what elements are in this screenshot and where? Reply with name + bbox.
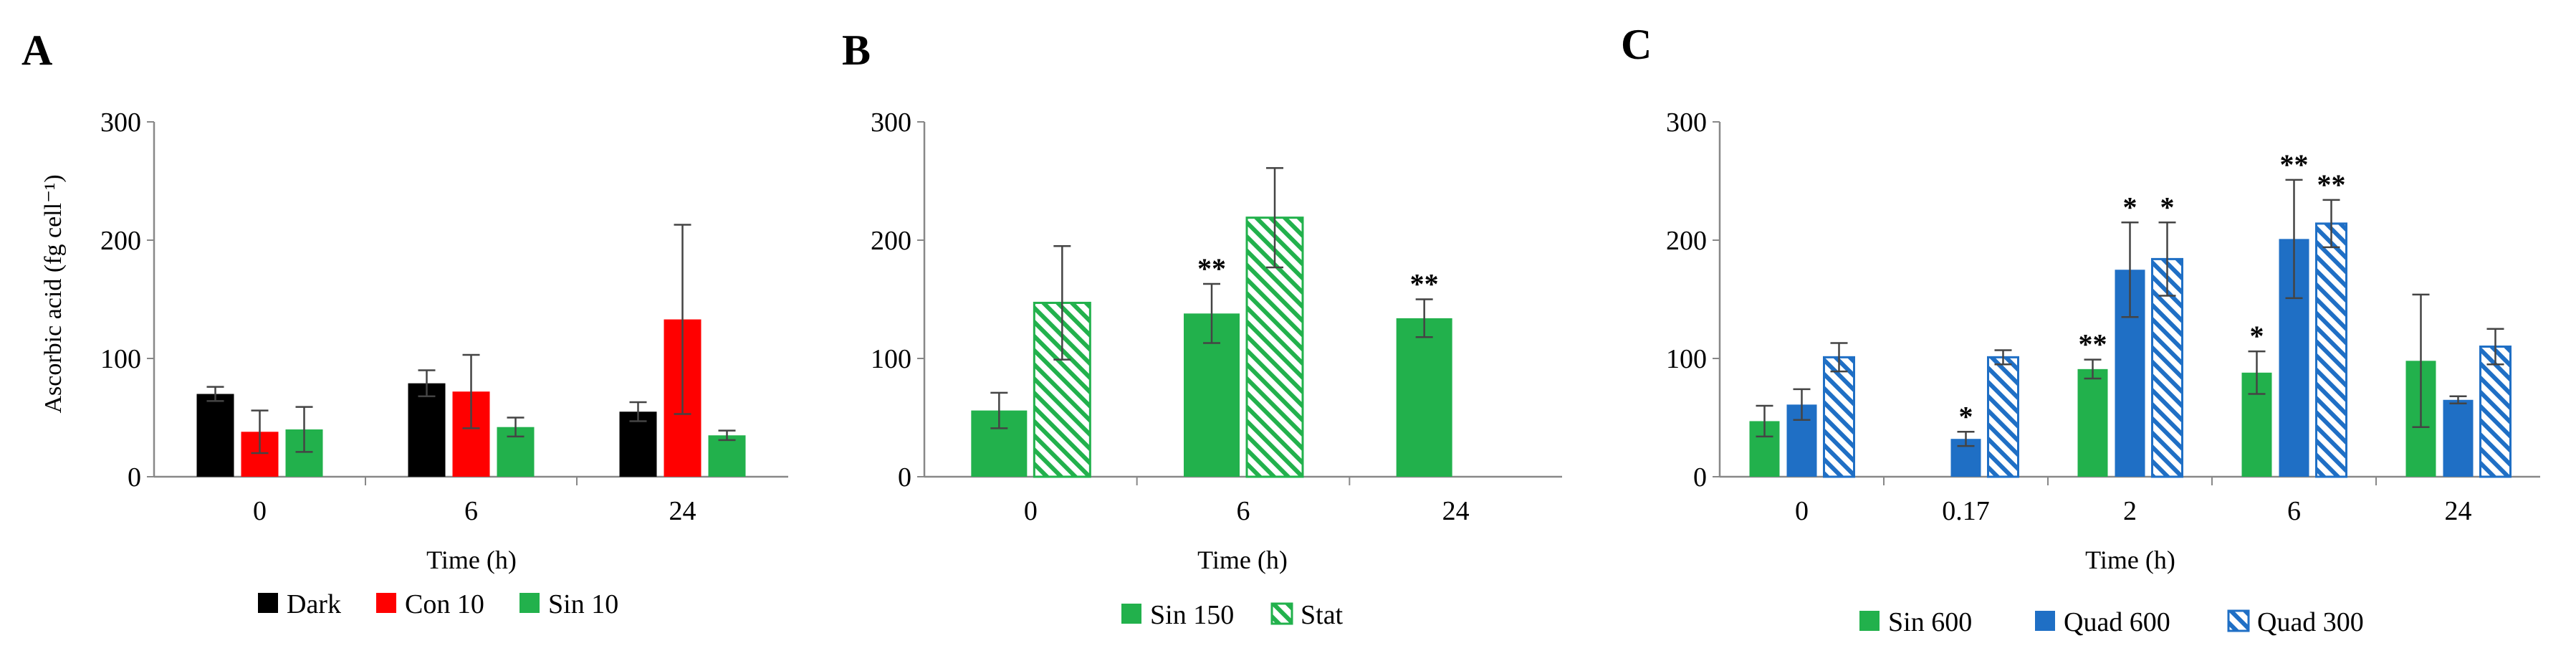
legend: Sin 150 Stat [1121, 600, 1344, 630]
bar [1823, 356, 1855, 478]
legend-label: Con 10 [405, 589, 484, 619]
x-axis-label: Time (h) [1197, 546, 1288, 574]
x-tick-label: 24 [2445, 496, 2472, 526]
x-tick-label: 0 [1024, 496, 1038, 526]
x-axis-label: Time (h) [426, 546, 517, 574]
bar [708, 435, 746, 477]
x-axis-label: Time (h) [2085, 546, 2175, 574]
significance-marker: * [2250, 320, 2264, 352]
panel-b: B 0 100 200 300 0 6 24 ** ** Time (h) Sin 150 Sta… [842, 27, 1562, 630]
legend-swatch [258, 593, 278, 613]
bar [2443, 399, 2474, 477]
panel-a: A Ascorbic acid (fg cell⁻¹) 0 100 200 300 0 6… [21, 27, 788, 619]
plot-area: 0 100 200 300 0 6 24 [100, 108, 788, 526]
significance-marker: ** [2280, 148, 2309, 181]
legend-label: Stat [1301, 600, 1344, 630]
legend-label: Dark [287, 589, 341, 619]
legend-swatch [2035, 611, 2055, 631]
y-tick-label: 200 [871, 226, 911, 256]
plot-area: 0 100 200 300 0 6 24 ** ** [871, 108, 1562, 526]
legend: Sin 600 Quad 600 Quad 300 [1859, 607, 2364, 637]
legend: Dark Con 10 Sin 10 [258, 589, 618, 619]
bar [1987, 356, 2019, 478]
legend-swatch [1270, 602, 1293, 625]
x-tick-label: 24 [669, 496, 696, 526]
x-tick-label: 6 [464, 496, 478, 526]
legend-label: Sin 600 [1888, 607, 1972, 637]
x-tick-label: 0.17 [1942, 496, 1990, 526]
panel-label: C [1621, 21, 1652, 68]
significance-marker: ** [1197, 252, 1226, 285]
significance-marker: ** [1410, 268, 1439, 300]
x-tick-label: 0 [253, 496, 267, 526]
y-tick-label: 300 [871, 108, 911, 138]
bar [1396, 318, 1452, 477]
y-tick-label: 300 [100, 108, 141, 138]
legend-label: Sin 150 [1150, 600, 1234, 630]
significance-marker: * [2160, 191, 2175, 223]
bar [196, 394, 234, 477]
bar [408, 383, 446, 477]
bar [2479, 346, 2512, 478]
legend-swatch [519, 593, 540, 613]
legend-swatch [1121, 604, 1141, 624]
y-tick-label: 300 [1666, 108, 1707, 138]
bar [2077, 368, 2108, 477]
y-tick-label: 100 [871, 344, 911, 374]
significance-marker: * [2123, 191, 2137, 223]
legend-label: Quad 300 [2257, 607, 2364, 637]
significance-marker: ** [2317, 168, 2346, 201]
x-tick-label: 0 [1795, 496, 1809, 526]
y-tick-label: 100 [1666, 344, 1707, 374]
panel-label: A [21, 27, 52, 74]
y-tick-label: 0 [128, 462, 141, 493]
y-tick-label: 0 [898, 462, 911, 493]
legend-swatch [2227, 609, 2250, 632]
x-tick-label: 6 [2287, 496, 2301, 526]
x-tick-label: 6 [1237, 496, 1250, 526]
x-tick-label: 24 [1442, 496, 1470, 526]
bar [619, 412, 657, 477]
legend-label: Sin 10 [548, 589, 618, 619]
y-tick-label: 100 [100, 344, 141, 374]
legend-label: Quad 600 [2064, 607, 2170, 637]
legend-swatch [376, 593, 396, 613]
y-tick-label: 200 [1666, 226, 1707, 256]
significance-marker: * [1959, 400, 1973, 432]
y-tick-label: 200 [100, 226, 141, 256]
bar [2315, 222, 2347, 478]
significance-marker: ** [2079, 328, 2107, 361]
x-tick-label: 2 [2123, 496, 2137, 526]
y-tick-label: 0 [1693, 462, 1707, 493]
panel-label: B [842, 27, 871, 74]
y-axis-label: Ascorbic acid (fg cell⁻¹) [40, 174, 67, 413]
legend-swatch [1859, 611, 1880, 631]
